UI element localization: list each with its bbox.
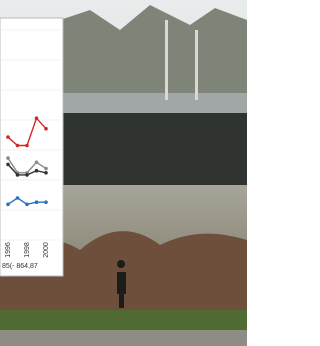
point (6, 203, 10, 207)
grass (0, 310, 247, 332)
path (0, 330, 247, 346)
point (44, 171, 48, 175)
photo: 1996 1998 2000 85(- 864,87 (0, 0, 247, 346)
point (44, 167, 48, 171)
point (25, 144, 29, 148)
point (35, 161, 39, 165)
point (6, 156, 10, 160)
point (44, 127, 48, 131)
point (6, 135, 10, 139)
pole (165, 20, 168, 100)
x-tick-label: 1996 (5, 242, 12, 258)
point (16, 173, 20, 177)
x-tick-label: 1998 (24, 242, 31, 258)
point (35, 200, 39, 204)
bridge-deck (60, 93, 247, 113)
point (44, 200, 48, 204)
chart-inset (0, 18, 63, 276)
point (25, 173, 29, 177)
point (35, 169, 39, 173)
point (35, 116, 39, 120)
trees (60, 5, 247, 100)
point (16, 196, 20, 200)
point (16, 144, 20, 148)
point (6, 163, 10, 167)
point (25, 203, 29, 207)
pole (195, 30, 198, 100)
x-tick-label: 2000 (43, 242, 50, 258)
bridge-shadow (60, 113, 247, 188)
caption: 85(- 864,87 (2, 263, 38, 270)
